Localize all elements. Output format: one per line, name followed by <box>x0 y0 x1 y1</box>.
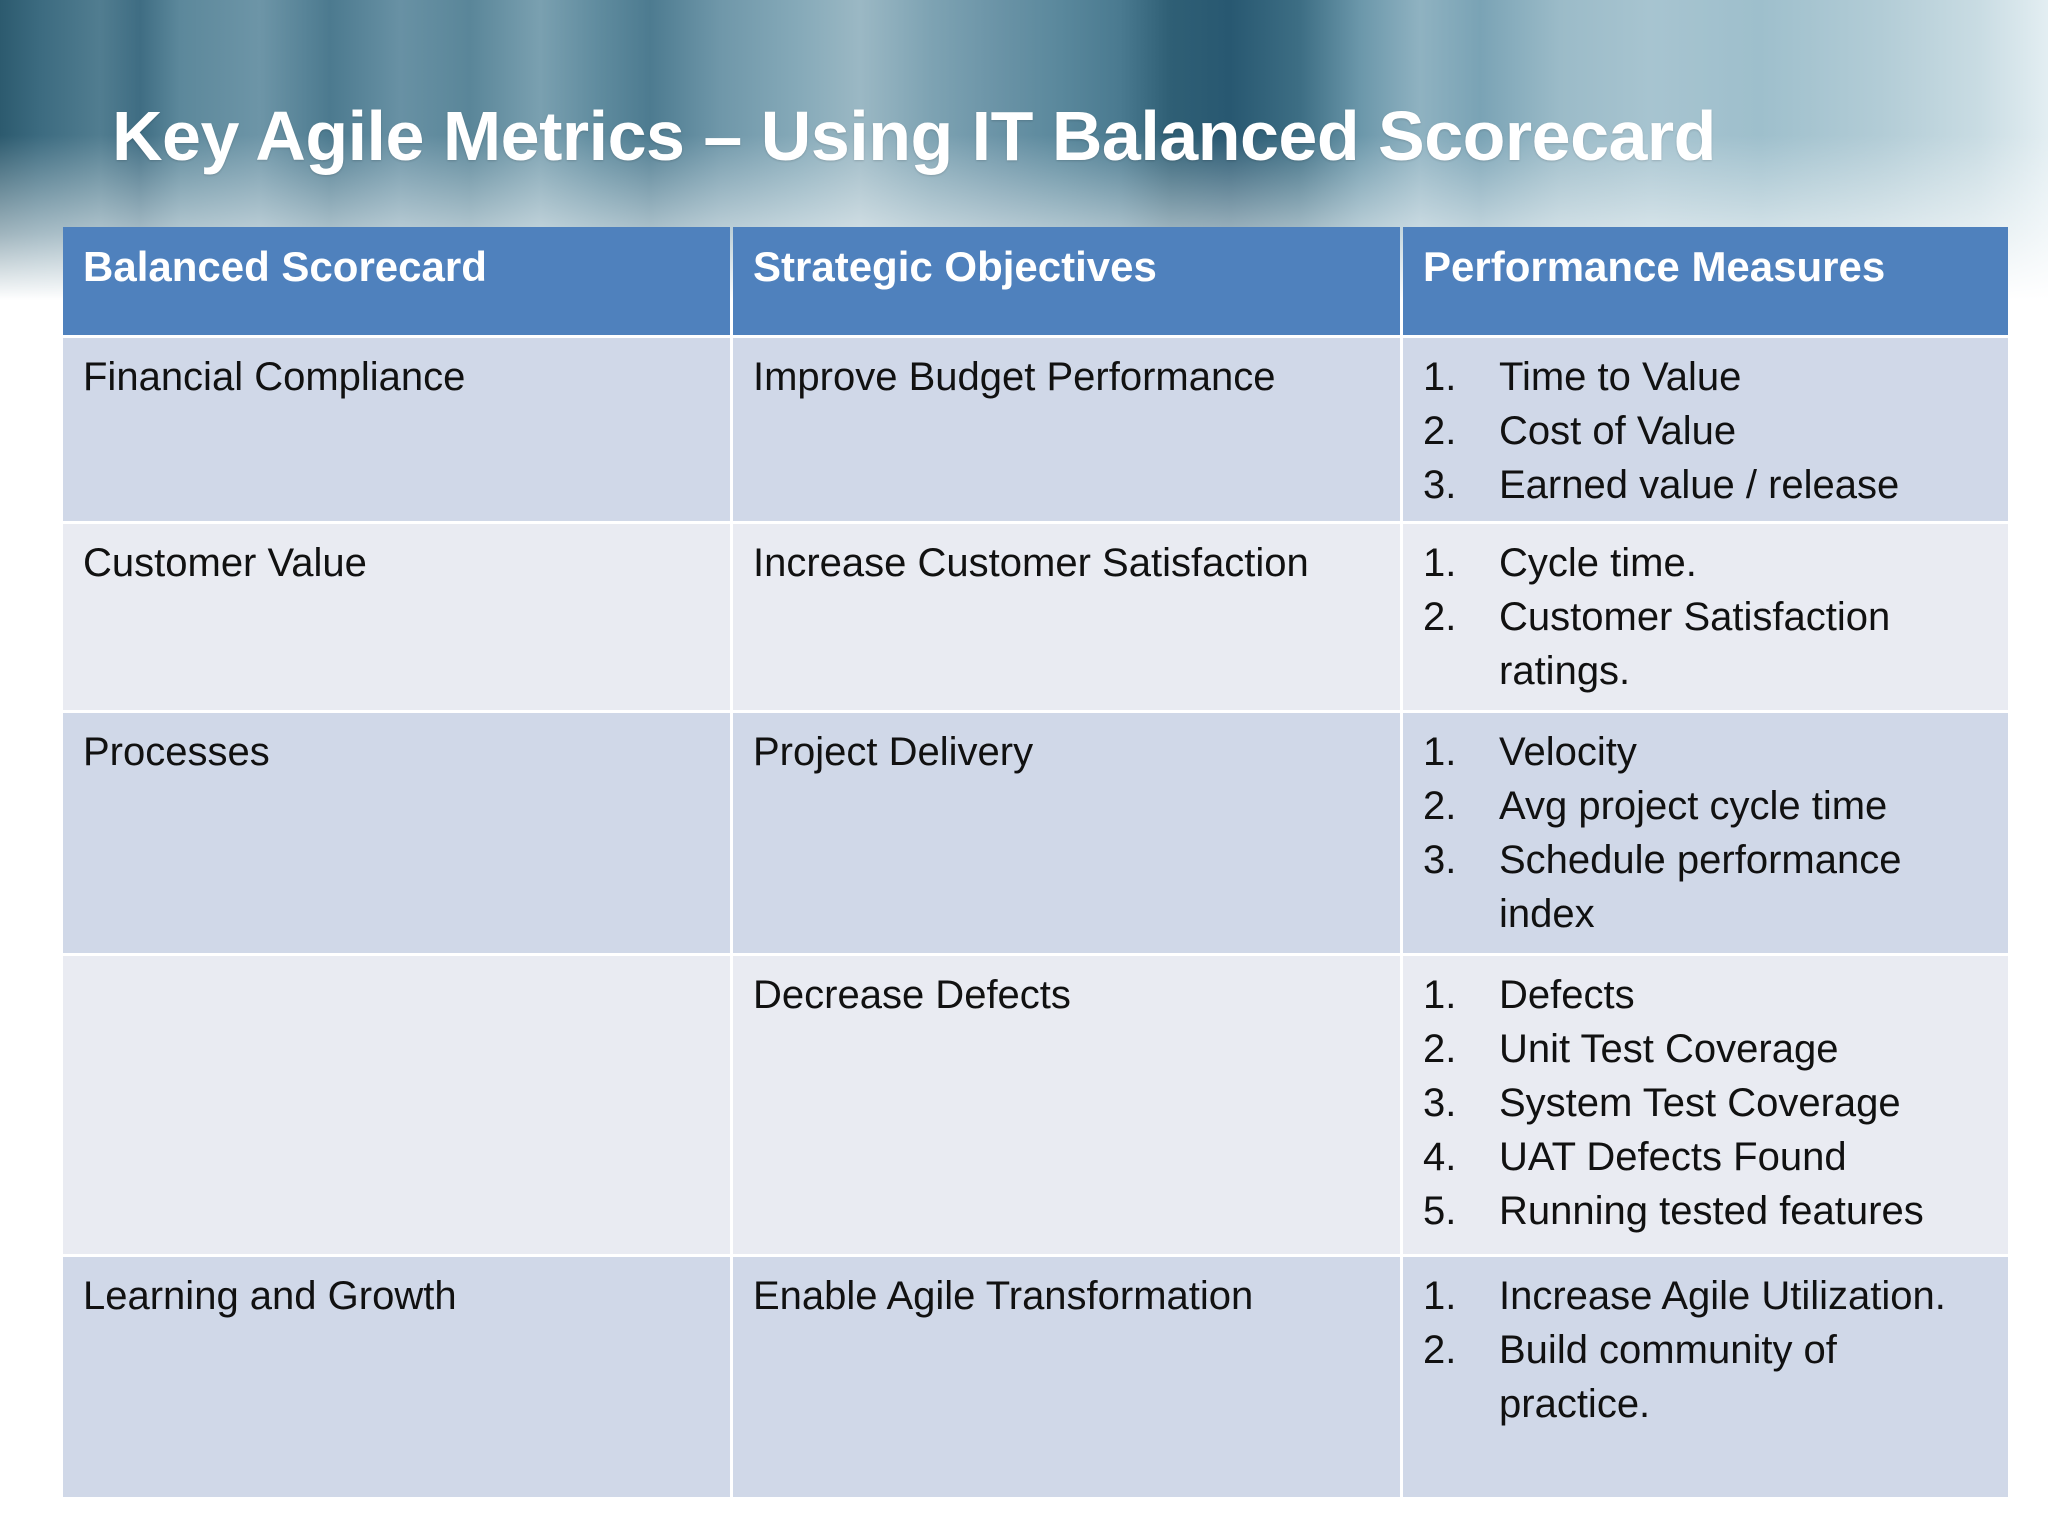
measure-text: Cycle time. <box>1499 541 1697 585</box>
measure-item: 5. Running tested features <box>1423 1184 1990 1238</box>
measure-text: Unit Test Coverage <box>1499 1027 1839 1071</box>
balanced-scorecard-table: Balanced Scorecard Strategic Objectives … <box>60 224 2011 1500</box>
measure-item: 2. Cost of Value <box>1423 404 1990 458</box>
measure-text: System Test Coverage <box>1499 1081 1901 1125</box>
measure-item: 2. Avg project cycle time <box>1423 779 1990 833</box>
scorecard-cell: Processes <box>63 713 730 953</box>
scorecard-cell: Learning and Growth <box>63 1257 730 1497</box>
measure-item: 1. Defects <box>1423 968 1990 1022</box>
measure-text: Customer Satisfaction ratings. <box>1499 595 1891 693</box>
measure-number: 1. <box>1423 973 1457 1017</box>
measure-item: 3. System Test Coverage <box>1423 1076 1990 1130</box>
table-row: Customer Value Increase Customer Satisfa… <box>63 524 2008 710</box>
objective-cell: Project Delivery <box>733 713 1400 953</box>
measure-text: Defects <box>1499 973 1635 1017</box>
measures-list: 1. Increase Agile Utilization. 2. Build co… <box>1423 1269 1990 1431</box>
table-row: Learning and Growth Enable Agile Transfo… <box>63 1257 2008 1497</box>
measures-cell: 1. Velocity 2. Avg project cycle time 3. Sc… <box>1403 713 2008 953</box>
measure-text: Running tested features <box>1499 1189 1924 1233</box>
objective-cell: Increase Customer Satisfaction <box>733 524 1400 710</box>
objective-cell: Enable Agile Transformation <box>733 1257 1400 1497</box>
measure-number: 2. <box>1423 409 1457 453</box>
table-row: Financial Compliance Improve Budget Perf… <box>63 338 2008 521</box>
column-header-balanced-scorecard: Balanced Scorecard <box>63 227 730 335</box>
measure-number: 3. <box>1423 1081 1457 1125</box>
measure-number: 3. <box>1423 838 1457 882</box>
measure-number: 3. <box>1423 463 1457 507</box>
measure-item: 2. Customer Satisfaction ratings. <box>1423 590 1990 698</box>
measure-item: 3. Earned value / release <box>1423 458 1990 512</box>
objective-cell: Decrease Defects <box>733 956 1400 1254</box>
measure-text: Schedule performance index <box>1499 838 1902 936</box>
measure-text: Increase Agile Utilization. <box>1499 1274 1946 1318</box>
measures-list: 1. Time to Value 2. Cost of Value 3. Earned… <box>1423 350 1990 512</box>
measure-text: Build community of practice. <box>1499 1328 1837 1426</box>
measures-list: 1. Defects 2. Unit Test Coverage 3. System … <box>1423 968 1990 1238</box>
measure-text: Earned value / release <box>1499 463 1900 507</box>
column-header-strategic-objectives: Strategic Objectives <box>733 227 1400 335</box>
measures-list: 1. Velocity 2. Avg project cycle time 3. Sc… <box>1423 725 1990 941</box>
measure-text: Cost of Value <box>1499 409 1737 453</box>
table-row: Processes Project Delivery 1. Velocity 2.… <box>63 713 2008 953</box>
table-row: Decrease Defects 1. Defects 2. Unit Test C… <box>63 956 2008 1254</box>
measure-item: 1. Increase Agile Utilization. <box>1423 1269 1990 1323</box>
measures-cell: 1. Time to Value 2. Cost of Value 3. Earned… <box>1403 338 2008 521</box>
table-header-row: Balanced Scorecard Strategic Objectives … <box>63 227 2008 335</box>
objective-cell: Improve Budget Performance <box>733 338 1400 521</box>
measure-number: 1. <box>1423 730 1457 774</box>
measure-number: 2. <box>1423 784 1457 828</box>
measure-number: 2. <box>1423 595 1457 639</box>
scorecard-cell <box>63 956 730 1254</box>
measures-cell: 1. Cycle time. 2. Customer Satisfaction ra… <box>1403 524 2008 710</box>
measure-number: 1. <box>1423 355 1457 399</box>
measure-number: 2. <box>1423 1328 1457 1372</box>
measure-number: 1. <box>1423 1274 1457 1318</box>
measure-text: Velocity <box>1499 730 1637 774</box>
measure-text: UAT Defects Found <box>1499 1135 1847 1179</box>
measure-item: 2. Unit Test Coverage <box>1423 1022 1990 1076</box>
measure-item: 1. Time to Value <box>1423 350 1990 404</box>
measure-text: Time to Value <box>1499 355 1742 399</box>
measure-item: 3. Schedule performance index <box>1423 833 1990 941</box>
measure-number: 2. <box>1423 1027 1457 1071</box>
measure-number: 1. <box>1423 541 1457 585</box>
measures-list: 1. Cycle time. 2. Customer Satisfaction ra… <box>1423 536 1990 698</box>
scorecard-cell: Customer Value <box>63 524 730 710</box>
measures-cell: 1. Increase Agile Utilization. 2. Build co… <box>1403 1257 2008 1497</box>
scorecard-cell: Financial Compliance <box>63 338 730 521</box>
measure-item: 1. Cycle time. <box>1423 536 1990 590</box>
measure-item: 2. Build community of practice. <box>1423 1323 1990 1431</box>
measures-cell: 1. Defects 2. Unit Test Coverage 3. System … <box>1403 956 2008 1254</box>
measure-item: 4. UAT Defects Found <box>1423 1130 1990 1184</box>
measure-number: 5. <box>1423 1189 1457 1233</box>
measure-text: Avg project cycle time <box>1499 784 1888 828</box>
measure-number: 4. <box>1423 1135 1457 1179</box>
column-header-performance-measures: Performance Measures <box>1403 227 2008 335</box>
slide-title: Key Agile Metrics – Using IT Balanced Sc… <box>112 97 1716 175</box>
measure-item: 1. Velocity <box>1423 725 1990 779</box>
